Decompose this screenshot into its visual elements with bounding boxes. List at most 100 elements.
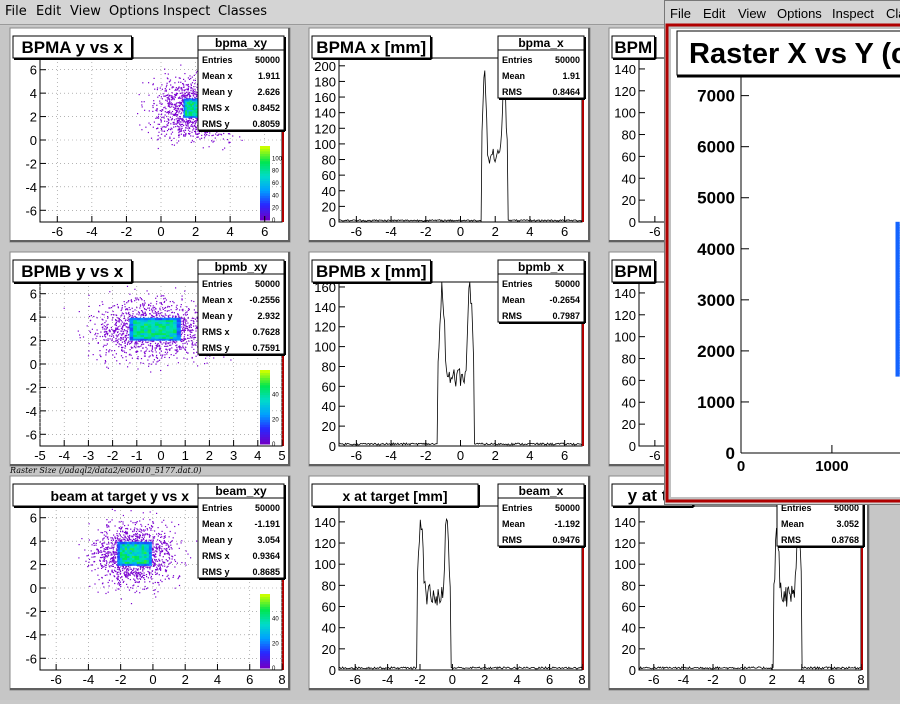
scatter-point (149, 363, 150, 364)
scatter-point (163, 316, 164, 317)
scatter-point (122, 579, 123, 580)
scatter-point (182, 105, 183, 106)
scatter-point (109, 580, 110, 581)
scatter-point (126, 574, 127, 575)
scatter-point (152, 548, 153, 549)
scatter-point (104, 345, 105, 346)
scatter-point (129, 294, 130, 295)
scatter-point (125, 356, 126, 357)
scatter-point (88, 295, 89, 296)
scatter-point (187, 125, 188, 126)
scatter-point (167, 352, 168, 353)
y-tick-label: 160 (314, 90, 336, 105)
scatter-point (206, 134, 207, 135)
y-tick-label: 20 (322, 419, 336, 434)
scatter-point (183, 121, 184, 122)
scatter-point (102, 301, 103, 302)
menu-classes[interactable]: Classes (218, 4, 267, 19)
scatter-point (138, 358, 139, 359)
scatter-point (160, 553, 161, 554)
scatter-point (180, 105, 181, 106)
menu-inspect[interactable]: Inspect (163, 4, 210, 19)
menu-file[interactable]: File (5, 4, 27, 19)
scatter-point (103, 538, 104, 539)
scatter-point (175, 561, 176, 562)
scatter-point (144, 308, 145, 309)
scatter-point (189, 131, 190, 132)
scatter-point (148, 132, 149, 133)
scatter-point (136, 581, 137, 582)
scatter-point (167, 560, 168, 561)
scatter-point (121, 521, 122, 522)
scatter-point (172, 540, 173, 541)
scatter-point (161, 129, 162, 130)
scatter-point (163, 309, 164, 310)
scatter-point (159, 315, 160, 316)
scatter-point (164, 536, 165, 537)
scatter-point (146, 574, 147, 575)
x-tick-label: 4 (254, 448, 261, 463)
scatter-point (140, 297, 141, 298)
scatter-point (162, 531, 163, 532)
scatter-point (133, 569, 134, 570)
scatter-point (123, 318, 124, 319)
scatter-point (162, 130, 163, 131)
scatter-point (114, 583, 115, 584)
scatter-point (118, 326, 119, 327)
scatter-point (152, 561, 153, 562)
scatter-point (180, 306, 181, 307)
scatter-point (166, 116, 167, 117)
scatter-point (162, 98, 163, 99)
scatter-point (162, 127, 163, 128)
menu-options[interactable]: Options (109, 4, 159, 19)
scatter-point (130, 587, 131, 588)
scatter-point (193, 323, 194, 324)
scatter-point (151, 309, 152, 310)
scatter-point (177, 308, 178, 309)
scatter-point (168, 123, 169, 124)
scatter-point (112, 559, 113, 560)
scatter-point (185, 325, 186, 326)
y-tick-label: 60 (622, 149, 636, 164)
scatter-point (158, 118, 159, 119)
scatter-point (123, 331, 124, 332)
scatter-point (161, 114, 162, 115)
scatter-point (88, 355, 89, 356)
scatter-point (119, 363, 120, 364)
scatter-point (155, 574, 156, 575)
scatter-point (178, 109, 179, 110)
scatter-point (104, 551, 105, 552)
scatter-point (190, 84, 191, 85)
scatter-point (180, 98, 181, 99)
scatter-point (195, 132, 196, 133)
scatter-point (148, 305, 149, 306)
scatter-point (126, 352, 127, 353)
scatter-point (122, 568, 123, 569)
scatter-point (169, 81, 170, 82)
scatter-point (125, 531, 126, 532)
stats-name: bpmb_x (518, 260, 564, 274)
scatter-point (133, 568, 134, 569)
scatter-point (192, 358, 193, 359)
y-tick-label: 0 (629, 215, 636, 230)
x-tick-label: -4 (385, 224, 397, 239)
heat-cell (140, 318, 144, 320)
scatter-point (179, 111, 180, 112)
scatter-point (131, 301, 132, 302)
scatter-point (182, 309, 183, 310)
scatter-point (113, 311, 114, 312)
scatter-point (182, 332, 183, 333)
scatter-point (126, 570, 127, 571)
scatter-point (190, 120, 191, 121)
scatter-point (137, 521, 138, 522)
scatter-point (151, 576, 152, 577)
scatter-point (176, 87, 177, 88)
menu-view[interactable]: View (70, 4, 101, 19)
scatter-point (196, 541, 197, 542)
y-tick-label: 100 (614, 330, 636, 345)
menu-edit[interactable]: Edit (36, 4, 61, 19)
scatter-point (93, 543, 94, 544)
scatter-point (164, 131, 165, 132)
scatter-point (134, 343, 135, 344)
scatter-point (101, 324, 102, 325)
